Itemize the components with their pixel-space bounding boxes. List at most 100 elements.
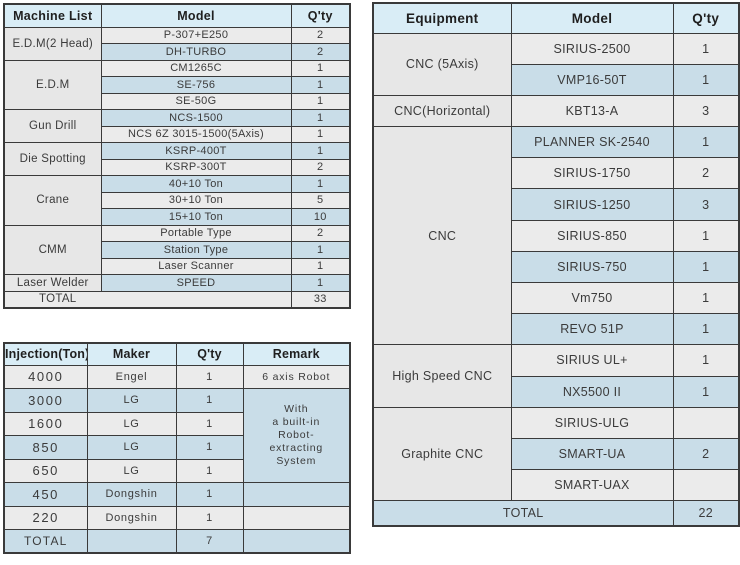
table-row: CMM Portable Type 2 <box>3 224 351 275</box>
qty-cell: 1 <box>175 411 244 436</box>
table-row: 650 LG 1 <box>3 458 350 483</box>
category-cell: E.D.M(2 Head) <box>3 26 102 61</box>
header-cell: Equipment <box>372 2 512 34</box>
table-row: SMART-UA 2 <box>373 437 740 471</box>
category-cell: CNC(Horizontal) <box>372 94 512 128</box>
table-row: 15+10 Ton 10 <box>4 208 351 226</box>
header-row: Equipment Model Q'ty <box>372 2 740 34</box>
table-head: Machine List Model Q'ty <box>3 3 351 28</box>
qty-cell: 1 <box>175 435 244 460</box>
qty-cell: 2 <box>672 437 740 471</box>
qty-cell: 1 <box>290 142 351 160</box>
qty-cell: 1 <box>290 76 351 94</box>
table-row: Graphite CNC SIRIUS-ULG <box>372 406 740 502</box>
qty-cell: 1 <box>672 375 740 408</box>
maker-cell: Dongshin <box>86 482 177 507</box>
header-row: Machine List Model Q'ty <box>3 3 351 28</box>
qty-cell: 3 <box>672 188 740 221</box>
qty-cell <box>672 406 740 439</box>
model-cell: SIRIUS-750 <box>510 250 674 284</box>
model-cell: KBT13-A <box>510 94 674 128</box>
header-row: Injection(Ton) Maker Q'ty Remark <box>3 342 351 366</box>
qty-cell: 5 <box>290 191 351 209</box>
category-cell: CMM <box>3 224 102 275</box>
qty-cell: 1 <box>672 344 740 377</box>
qty-cell: 2 <box>290 26 351 44</box>
model-cell: KSRP-400T <box>100 142 292 160</box>
model-cell: Vm750 <box>510 281 674 315</box>
qty-cell: 1 <box>672 313 740 346</box>
model-cell: SIRIUS-850 <box>510 219 674 252</box>
ton-cell: 4000 <box>3 364 88 389</box>
table-row: E.D.M CM1265C 1 <box>3 59 351 110</box>
qty-cell: 1 <box>175 388 244 413</box>
qty-cell: 2 <box>672 157 740 190</box>
table-body: CNC (5Axis) SIRIUS-2500 1 VMP16-50T 1 CNC(Hor… <box>372 32 740 527</box>
remark-cell <box>242 505 351 530</box>
category-cell: Laser Welder <box>3 274 102 292</box>
machine-list-table: Machine List Model Q'ty E.D.M(2 Head) P-307+… <box>3 3 351 309</box>
table-row: Gun Drill NCS-1500 1 <box>3 109 351 143</box>
table-row: High Speed CNC SIRIUS UL+ 1 <box>372 344 740 408</box>
table-row: Crane 40+10 Ton 1 <box>3 175 351 226</box>
table-body: 4000 Engel 1 6 axis Robot 3000 LG 1 With a built… <box>3 364 351 554</box>
table-row: Vm750 1 <box>373 281 740 315</box>
table-body: E.D.M(2 Head) P-307+E250 2 DH-TURBO 2 E.D.M CM… <box>3 26 351 309</box>
header-cell: Q'ty <box>290 3 351 28</box>
ton-cell: 450 <box>3 482 88 507</box>
table-row: NCS 6Z 3015-1500(5Axis) 1 <box>4 125 351 143</box>
model-cell: SIRIUS-1750 <box>510 157 674 190</box>
qty-cell: 1 <box>672 63 740 96</box>
header-cell: Maker <box>86 342 177 366</box>
total-row: TOTAL 7 <box>3 529 351 554</box>
remark-line: With <box>284 403 309 415</box>
ton-cell: 220 <box>3 505 88 530</box>
table-row: 1600 LG 1 <box>3 411 350 436</box>
qty-cell: 1 <box>175 482 244 507</box>
injection-table: Injection(Ton) Maker Q'ty Remark 4000 Engel 1 6… <box>3 342 351 554</box>
total-maker-cell <box>86 529 177 554</box>
qty-cell: 1 <box>290 109 351 127</box>
table-row: CNC(Horizontal) KBT13-A 3 <box>372 94 740 128</box>
equipment-table: Equipment Model Q'ty CNC (5Axis) SIRIUS-2500… <box>372 2 740 527</box>
qty-cell: 10 <box>290 208 351 226</box>
qty-cell: 1 <box>290 59 351 77</box>
maker-cell: Dongshin <box>86 505 177 530</box>
ton-cell: 3000 <box>3 388 88 413</box>
model-cell: 30+10 Ton <box>100 191 292 209</box>
model-cell: 40+10 Ton <box>100 175 292 193</box>
table-row: 4000 Engel 1 6 axis Robot <box>3 364 351 389</box>
category-cell: Gun Drill <box>3 109 102 143</box>
remark-line: System <box>276 455 317 467</box>
header-cell: Model <box>100 3 292 28</box>
table-row: 220 Dongshin 1 <box>3 505 351 530</box>
total-qty-cell: 22 <box>672 500 740 527</box>
model-cell: P-307+E250 <box>100 26 292 44</box>
table-row: Laser Welder SPEED 1 <box>3 274 351 292</box>
total-remark-cell <box>242 529 351 554</box>
table-row: 30+10 Ton 5 <box>4 191 351 209</box>
table-row: SIRIUS-850 1 <box>373 219 740 252</box>
ton-cell: 1600 <box>3 411 88 436</box>
table-row: SMART-UAX <box>373 469 740 502</box>
header-cell: Q'ty <box>175 342 244 366</box>
table-row: SE-50G 1 <box>4 92 351 110</box>
table-row: 450 Dongshin 1 <box>3 482 351 507</box>
table-row: CNC (5Axis) SIRIUS-2500 1 <box>372 32 740 96</box>
table-row: 3000 LG 1 With a built-in Robot-extracting Sys… <box>3 388 351 483</box>
qty-cell: 1 <box>175 364 244 389</box>
qty-cell: 1 <box>290 125 351 143</box>
total-label: TOTAL <box>372 500 674 527</box>
qty-cell: 1 <box>290 241 351 259</box>
model-cell: Laser Scanner <box>100 257 292 275</box>
model-cell: NCS 6Z 3015-1500(5Axis) <box>100 125 292 143</box>
table-row: KSRP-300T 2 <box>4 158 351 176</box>
maker-cell: LG <box>86 411 177 436</box>
table-row: 850 LG 1 <box>3 435 350 460</box>
total-row: TOTAL 22 <box>372 500 740 527</box>
maker-cell: LG <box>86 458 177 483</box>
ton-cell: 850 <box>3 435 88 460</box>
qty-cell: 1 <box>290 257 351 275</box>
total-label: TOTAL <box>3 290 292 309</box>
model-cell: SMART-UAX <box>510 469 674 502</box>
